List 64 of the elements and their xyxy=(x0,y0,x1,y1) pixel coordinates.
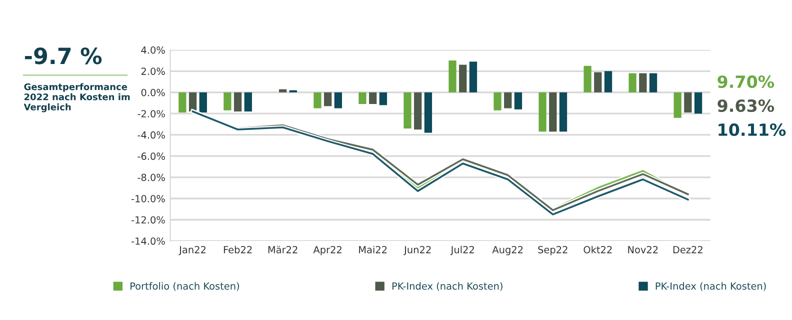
bar xyxy=(559,92,568,132)
bar xyxy=(584,66,592,92)
bar xyxy=(469,62,478,92)
legend-label: Portfolio (nach Kosten) xyxy=(130,282,240,291)
bar xyxy=(178,92,186,113)
bar xyxy=(504,92,512,108)
bar xyxy=(639,73,647,92)
bar xyxy=(369,92,377,104)
y-tick-label: -6.0% xyxy=(138,152,165,160)
bar xyxy=(494,92,502,110)
bar xyxy=(628,73,636,92)
bar xyxy=(334,92,342,108)
y-tick-label: -14.0% xyxy=(132,237,165,245)
legend-label: PK-Index (nach Kosten) xyxy=(656,282,766,291)
bar xyxy=(199,92,207,113)
text: 10.11% xyxy=(718,123,786,136)
y-tick-label: 4.0% xyxy=(141,46,165,54)
bar xyxy=(324,92,332,106)
bar xyxy=(684,92,692,113)
x-tick-label: Aug22 xyxy=(492,246,523,256)
x-tick-label: Jun22 xyxy=(404,246,431,256)
text: 9.63% xyxy=(718,99,774,112)
bar xyxy=(358,92,366,104)
x-tick-label: Dez22 xyxy=(673,246,702,254)
x-tick-label: Jan22 xyxy=(178,246,206,256)
x-tick-label: Sep22 xyxy=(538,246,568,256)
y-tick-label: -2.0% xyxy=(138,110,165,118)
y-tick-label: -12.0% xyxy=(132,216,165,224)
x-tick-label: Nov22 xyxy=(628,246,658,254)
x-tick-label: Mär22 xyxy=(268,246,298,254)
bar xyxy=(448,60,456,92)
x-tick-label: Okt22 xyxy=(584,246,612,254)
bar xyxy=(514,92,522,110)
y-tick-label: 2.0% xyxy=(141,68,165,75)
y-tick-label: -8.0% xyxy=(138,174,165,182)
bar xyxy=(244,92,252,112)
y-tick-label: 0.0% xyxy=(141,88,165,96)
bar xyxy=(549,92,557,132)
y-tick-label: -10.0% xyxy=(132,194,165,202)
x-tick-label: Mai22 xyxy=(359,246,387,254)
bar xyxy=(414,92,422,130)
bar xyxy=(188,92,197,112)
bar xyxy=(604,71,612,92)
bar xyxy=(649,73,658,92)
bar xyxy=(694,92,702,114)
y-tick-label: -4.0% xyxy=(138,131,165,139)
bar xyxy=(424,92,432,133)
bar xyxy=(459,64,467,92)
bar xyxy=(278,89,287,92)
chart-title: -9.7 % xyxy=(24,48,102,64)
bar xyxy=(224,92,232,110)
bar xyxy=(234,92,242,112)
text: 9.70% xyxy=(718,75,774,88)
x-tick-label: Jul22 xyxy=(450,246,474,256)
bar xyxy=(538,92,546,132)
bar xyxy=(404,92,412,128)
bar xyxy=(379,92,388,106)
bar xyxy=(314,92,322,108)
x-tick-label: Feb22 xyxy=(224,246,252,254)
text: Gesamtperformance 2022 nach Kosten im Vergleich xyxy=(24,83,130,112)
legend-label: PK-Index (nach Kosten) xyxy=(392,282,502,291)
x-tick-label: Apr22 xyxy=(313,246,342,256)
bar xyxy=(674,92,682,118)
bar xyxy=(594,72,602,92)
